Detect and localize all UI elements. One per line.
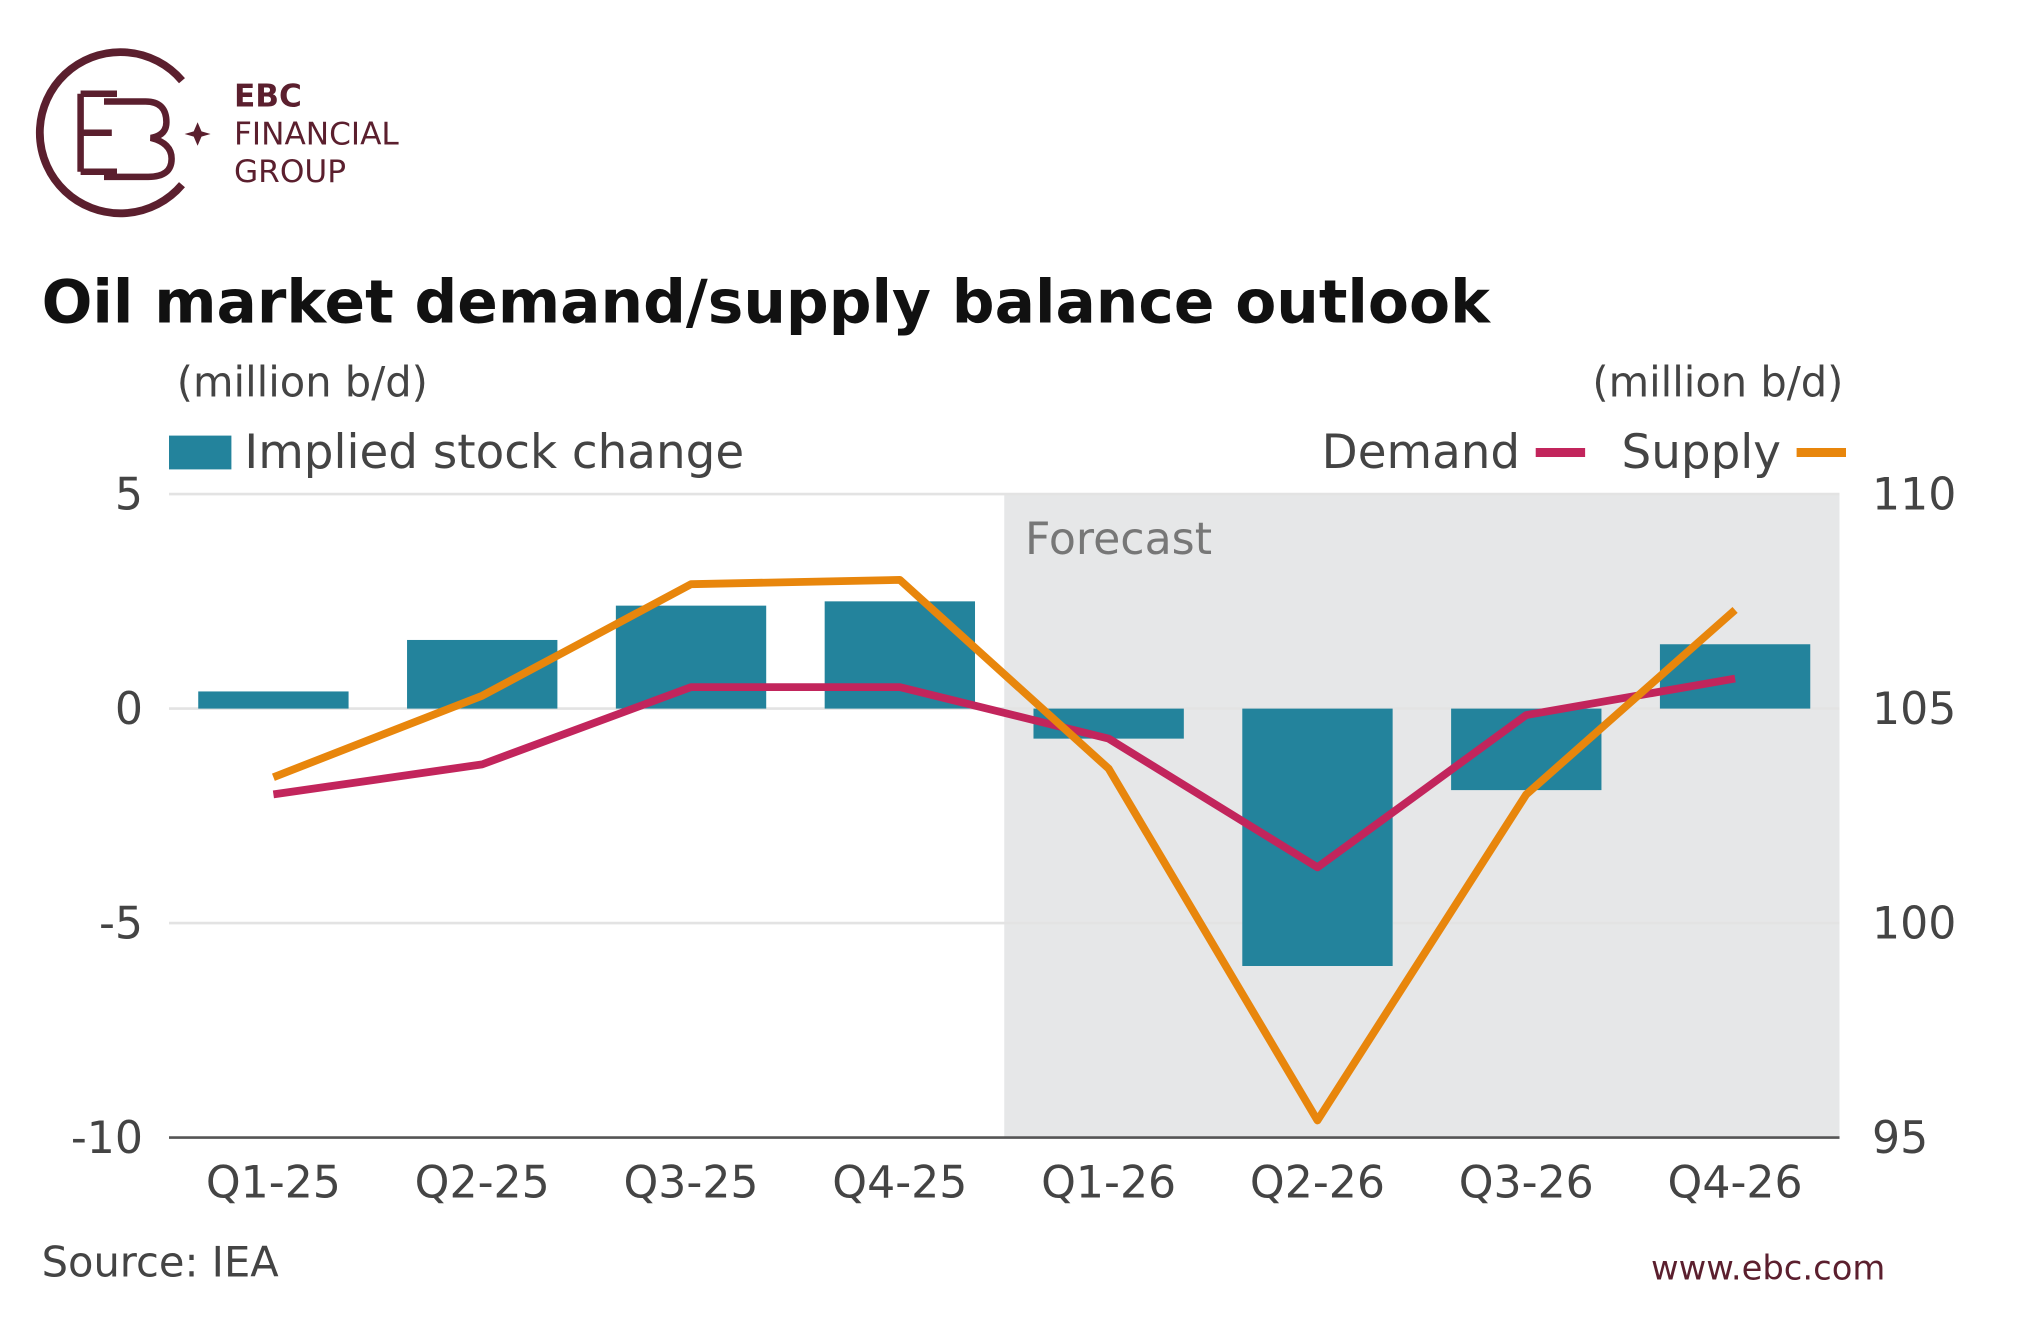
bar (615, 605, 767, 709)
bar (198, 691, 349, 709)
x-tick-label: Q3-25 (623, 1157, 758, 1208)
legend-label: Supply (1622, 426, 1781, 480)
logo-star (184, 122, 211, 146)
y2-tick-label: 100 (1872, 899, 1956, 950)
logo-mark (77, 90, 175, 181)
line (272, 674, 1736, 872)
legend-label: Demand (1322, 426, 1520, 480)
x-tick-label: Q1-25 (206, 1157, 341, 1208)
y-tick-label: 0 (115, 684, 143, 735)
logo-text: EBC (234, 79, 302, 115)
y2-tick-label: 110 (1872, 470, 1956, 521)
website: www.ebc.com (1651, 1248, 1885, 1287)
y-tick-label: -5 (99, 899, 143, 950)
logo: EBC FINANCIAL GROUP (36, 48, 399, 218)
y-axis-label: (million b/d) (177, 358, 428, 407)
y2-tick-label: 95 (1872, 1113, 1928, 1164)
x-tick-label: Q1-26 (1041, 1157, 1176, 1208)
x-tick-label: Q2-26 (1250, 1157, 1385, 1208)
y2-axis-label: (million b/d) (1592, 358, 1843, 407)
plot: Forecast -10 -5 0 5 95 100 105 110 Q1-25 Q2-25 Q3-2… (71, 426, 1957, 1208)
x-tick-label: Q2-25 (415, 1157, 550, 1208)
legend-label: Implied stock change (244, 426, 744, 480)
logo-text: FINANCIAL (234, 116, 399, 152)
source: Source: IEA (42, 1238, 280, 1287)
legend-swatch (169, 435, 232, 470)
logo-text: GROUP (234, 154, 346, 190)
line (271, 576, 1738, 1125)
x-tick-label: Q4-25 (832, 1157, 967, 1208)
bar (824, 601, 976, 709)
y-tick-label: -10 (71, 1113, 143, 1164)
x-tick-label: Q3-26 (1459, 1157, 1594, 1208)
logo-ring (36, 48, 185, 218)
chart-title: Oil market demand/supply balance outlook (42, 268, 1491, 338)
annotation: Forecast (1025, 514, 1212, 565)
y-tick-label: 5 (115, 470, 143, 521)
x-tick-label: Q4-26 (1668, 1157, 1803, 1208)
forecast-region (1004, 494, 1840, 1138)
y2-tick-label: 105 (1872, 684, 1956, 735)
